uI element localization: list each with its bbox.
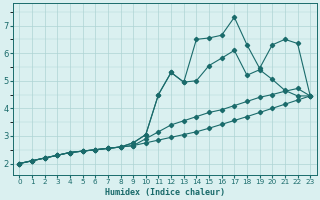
- X-axis label: Humidex (Indice chaleur): Humidex (Indice chaleur): [105, 188, 225, 197]
